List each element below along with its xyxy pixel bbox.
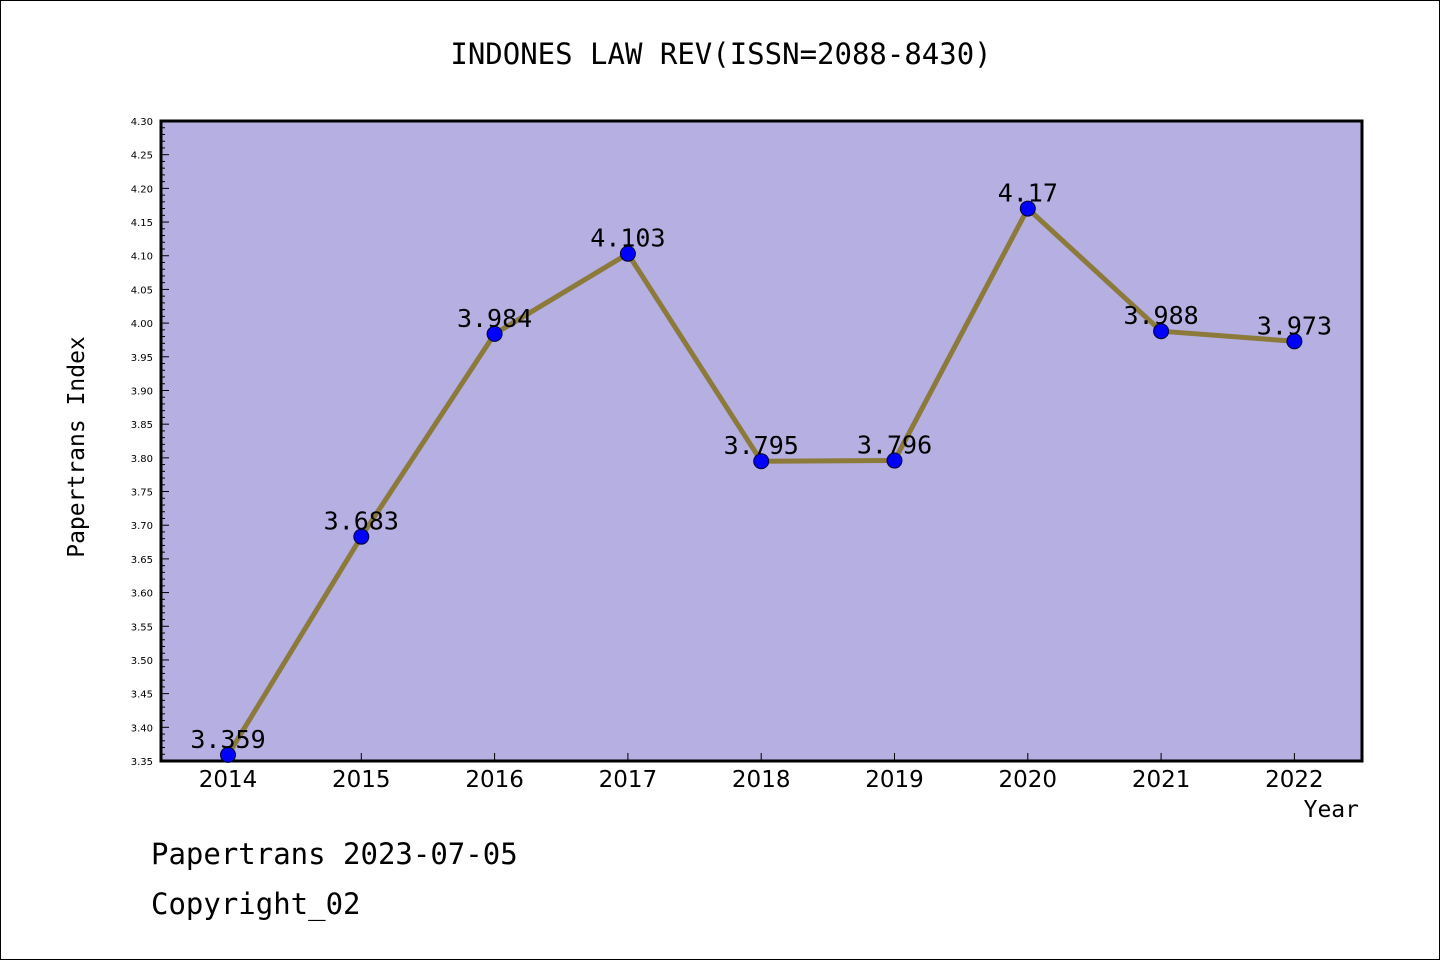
data-point [886, 452, 903, 469]
y-tick-label: 3.40 [131, 723, 153, 734]
y-tick-label: 3.65 [131, 555, 153, 566]
data-point [619, 245, 636, 262]
data-point [220, 746, 236, 763]
x-tick-label: 2018 [732, 767, 791, 793]
y-tick-label: 4.10 [131, 252, 153, 263]
y-tick-label: 3.90 [131, 386, 153, 397]
footer-copyright: Copyright_02 [151, 887, 361, 921]
data-label: 3.795 [724, 431, 799, 460]
data-label: 4.103 [590, 224, 665, 253]
data-point [1153, 323, 1170, 340]
y-tick-label: 3.85 [131, 420, 153, 431]
data-label: 3.988 [1123, 301, 1198, 330]
y-tick-label: 3.75 [131, 488, 153, 499]
data-point [1286, 333, 1303, 350]
data-label: 3.984 [457, 304, 532, 333]
chart-title: INDONES LAW REV(ISSN=2088-8430) [450, 37, 992, 71]
y-tick-label: 3.50 [131, 656, 153, 667]
y-tick-label: 3.55 [131, 622, 153, 633]
y-tick-label: 3.80 [131, 454, 153, 465]
x-tick-label: 2017 [599, 767, 658, 793]
x-tick-label: 2016 [465, 767, 524, 793]
y-tick-label: 3.95 [131, 353, 153, 364]
data-point [486, 325, 503, 342]
data-label: 4.17 [998, 179, 1058, 208]
data-label: 3.359 [190, 725, 265, 754]
x-tick-label: 2015 [332, 767, 391, 793]
x-axis-title: Year [1303, 797, 1359, 823]
y-tick-label: 3.70 [131, 521, 153, 532]
y-tick-label: 4.25 [131, 151, 153, 162]
y-tick-label: 4.15 [131, 218, 153, 229]
data-label: 3.796 [857, 431, 932, 460]
data-point [1019, 200, 1036, 217]
footer-date: Papertrans 2023-07-05 [151, 837, 518, 871]
y-tick-label: 4.00 [131, 319, 153, 330]
data-label: 3.973 [1257, 311, 1332, 340]
y-tick-label: 4.20 [131, 184, 153, 195]
x-tick-label: 2014 [199, 767, 258, 793]
x-tick-label: 2020 [999, 767, 1058, 793]
x-tick-label: 2021 [1132, 767, 1191, 793]
data-point [753, 453, 770, 470]
y-tick-label: 3.45 [131, 690, 153, 701]
plot-area [159, 119, 1364, 763]
x-tick-label: 2022 [1265, 767, 1324, 793]
x-tick-label: 2019 [865, 767, 924, 793]
y-tick-label: 4.30 [131, 117, 153, 128]
y-tick-label: 3.60 [131, 589, 153, 600]
data-point [353, 528, 370, 545]
data-label: 3.683 [324, 507, 399, 536]
y-tick-label: 3.35 [131, 757, 153, 768]
y-tick-label: 4.05 [131, 285, 153, 296]
y-axis-title: Papertrans Index [64, 336, 90, 558]
